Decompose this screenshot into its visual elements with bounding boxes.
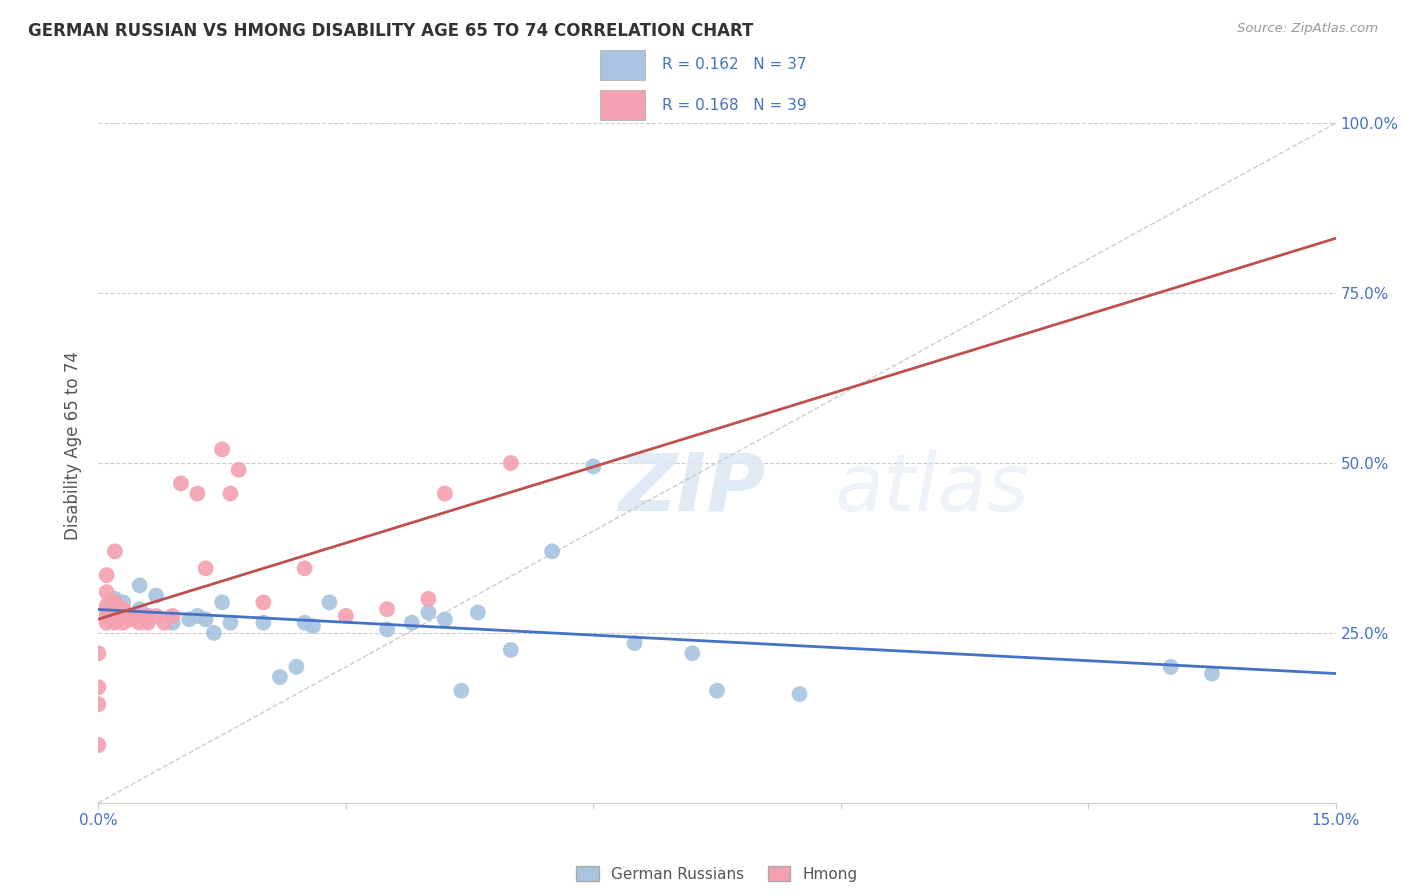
Point: [252, 595, 274, 609]
Point: [96, 599, 118, 613]
Y-axis label: Disability Age 65 to 74: Disability Age 65 to 74: [65, 351, 83, 541]
Text: atlas: atlas: [835, 450, 1029, 528]
Bar: [600, 50, 645, 80]
Point: [112, 615, 135, 630]
Point: [104, 599, 127, 613]
Point: [87, 680, 110, 694]
Point: [269, 670, 291, 684]
Point: [499, 643, 522, 657]
Text: R = 0.168   N = 39: R = 0.168 N = 39: [662, 98, 806, 112]
Point: [194, 612, 217, 626]
Point: [252, 615, 274, 630]
Point: [128, 578, 150, 592]
Point: [202, 626, 225, 640]
Point: [112, 602, 135, 616]
Point: [96, 615, 118, 630]
Legend: German Russians, Hmong: German Russians, Hmong: [571, 860, 863, 888]
Point: [128, 615, 150, 630]
Point: [179, 612, 201, 626]
Point: [104, 608, 127, 623]
Point: [211, 595, 233, 609]
Point: [96, 568, 118, 582]
Point: [294, 561, 316, 575]
Point: [87, 738, 110, 752]
Point: [228, 463, 250, 477]
Point: [681, 646, 703, 660]
Point: [112, 608, 135, 623]
Point: [302, 619, 325, 633]
Point: [1160, 660, 1182, 674]
Point: [153, 615, 176, 630]
Text: Source: ZipAtlas.com: Source: ZipAtlas.com: [1237, 22, 1378, 36]
Point: [145, 608, 167, 623]
Point: [104, 544, 127, 558]
Point: [104, 615, 127, 630]
Point: [120, 612, 142, 626]
Point: [706, 683, 728, 698]
Point: [87, 698, 110, 712]
Point: [433, 612, 456, 626]
Point: [335, 608, 357, 623]
Point: [294, 615, 316, 630]
Point: [375, 623, 398, 637]
Point: [418, 606, 440, 620]
Point: [104, 591, 127, 606]
Point: [104, 612, 127, 626]
Bar: [600, 90, 645, 120]
Point: [104, 595, 127, 609]
Text: R = 0.162   N = 37: R = 0.162 N = 37: [662, 57, 806, 71]
Point: [136, 608, 159, 623]
Point: [219, 615, 242, 630]
Point: [450, 683, 472, 698]
Point: [623, 636, 645, 650]
Point: [541, 544, 564, 558]
Point: [467, 606, 489, 620]
Text: ZIP: ZIP: [619, 450, 765, 528]
Point: [318, 595, 340, 609]
Point: [136, 608, 159, 623]
Point: [582, 459, 605, 474]
Point: [194, 561, 217, 575]
Point: [375, 602, 398, 616]
Point: [433, 486, 456, 500]
Point: [285, 660, 308, 674]
Point: [401, 615, 423, 630]
Point: [96, 602, 118, 616]
Point: [418, 591, 440, 606]
Point: [219, 486, 242, 500]
Point: [128, 608, 150, 623]
Point: [186, 608, 208, 623]
Point: [145, 589, 167, 603]
Point: [162, 608, 184, 623]
Point: [136, 615, 159, 630]
Point: [120, 608, 142, 623]
Point: [96, 608, 118, 623]
Point: [499, 456, 522, 470]
Text: GERMAN RUSSIAN VS HMONG DISABILITY AGE 65 TO 74 CORRELATION CHART: GERMAN RUSSIAN VS HMONG DISABILITY AGE 6…: [28, 22, 754, 40]
Point: [96, 585, 118, 599]
Point: [186, 486, 208, 500]
Point: [1201, 666, 1223, 681]
Point: [128, 602, 150, 616]
Point: [789, 687, 811, 701]
Point: [87, 646, 110, 660]
Point: [112, 608, 135, 623]
Point: [112, 595, 135, 609]
Point: [170, 476, 193, 491]
Point: [162, 615, 184, 630]
Point: [211, 442, 233, 457]
